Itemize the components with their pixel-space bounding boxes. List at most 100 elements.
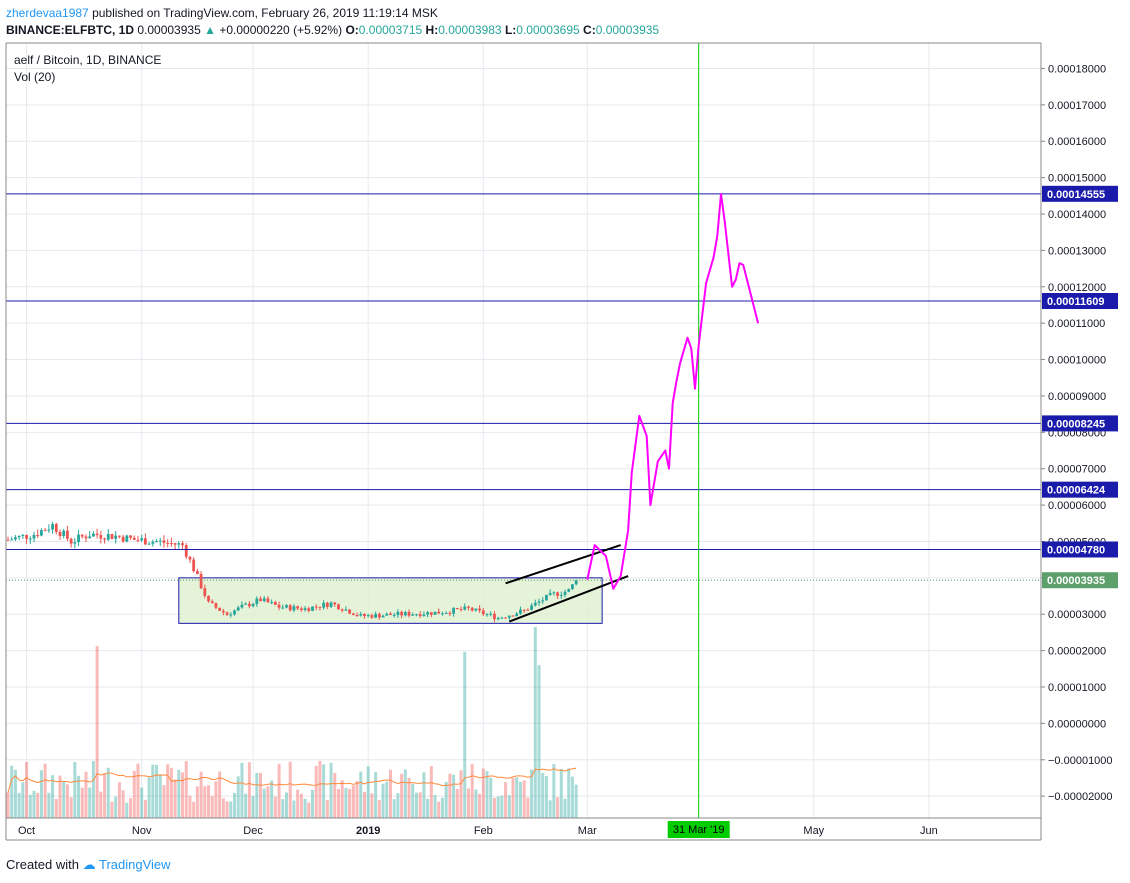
candle (262, 596, 266, 603)
candle (385, 612, 389, 616)
candle (411, 612, 415, 616)
volume-bar (492, 797, 496, 818)
candle (496, 616, 500, 621)
tradingview-brand[interactable]: TradingView (99, 857, 171, 872)
candle-body (162, 540, 166, 543)
candle-body (62, 530, 66, 536)
candle (455, 608, 459, 610)
candle-body (318, 606, 322, 608)
volume-bar (400, 773, 404, 818)
volume-bar (481, 768, 485, 818)
candle (359, 611, 363, 617)
candle (132, 535, 136, 540)
volume-bar (84, 771, 88, 818)
candle (54, 522, 58, 535)
candle (214, 602, 218, 610)
candle-body (363, 613, 366, 617)
candle (40, 528, 43, 537)
volume-bar (225, 801, 229, 818)
current-price-label: 0.00003935 (1047, 575, 1105, 587)
candle (314, 604, 318, 611)
volume-bar (314, 765, 318, 818)
candle-body (125, 535, 129, 542)
candle (556, 591, 559, 600)
candle-body (455, 608, 459, 610)
volume-bar (259, 772, 263, 818)
candle (218, 607, 222, 612)
volume-bar (455, 789, 459, 818)
candle-body (28, 538, 32, 540)
candle-body (504, 617, 507, 619)
grid (6, 43, 1041, 818)
consolidation-box[interactable] (178, 577, 603, 624)
candle (485, 613, 489, 617)
price-tick-label: 0.00000000 (1048, 718, 1106, 730)
volume-bar (136, 763, 140, 818)
ohlc-line: BINANCE:ELFBTC, 1D 0.00003935 ▲ +0.00000… (6, 22, 659, 39)
price-tick-label: 0.00016000 (1048, 136, 1106, 148)
candle (374, 611, 378, 619)
candle (533, 599, 537, 607)
candle-body (177, 543, 181, 545)
candle (351, 612, 355, 616)
candle-body (118, 535, 121, 537)
time-tick-label: Nov (132, 825, 152, 837)
volume-bar (336, 789, 340, 818)
candle-body (459, 608, 463, 610)
candle (62, 528, 66, 539)
candle-body (285, 605, 288, 608)
candle-body (73, 542, 77, 544)
volume-bar (199, 771, 203, 818)
candle (140, 534, 144, 542)
volume-bar (117, 782, 121, 818)
volume-bar (13, 769, 17, 818)
candle-body (255, 598, 259, 604)
candle-body (519, 609, 522, 614)
candle-body (563, 591, 567, 595)
candle (329, 601, 333, 609)
volume-bar (470, 763, 474, 818)
candle-body (481, 610, 485, 615)
volume-bar (88, 787, 92, 818)
candle-body (99, 535, 103, 539)
volume-bar (537, 665, 541, 818)
candle (333, 602, 337, 607)
price-tick-label: −0.00002000 (1048, 791, 1113, 803)
volume-bar (155, 764, 159, 818)
candle (166, 539, 170, 548)
candle (95, 528, 99, 539)
volume-bar (233, 792, 237, 818)
candle-body (247, 603, 251, 607)
candle-body (311, 606, 314, 611)
candle-body (500, 617, 504, 619)
created-with-text: Created with (6, 857, 79, 872)
candle (337, 603, 340, 610)
candle-body (403, 612, 407, 616)
candle-body (136, 539, 140, 541)
volume-bar (325, 800, 329, 818)
volume-bar (318, 760, 322, 818)
candle (537, 598, 541, 607)
candle (28, 536, 32, 545)
candle-body (407, 612, 411, 616)
drawings[interactable] (505, 43, 760, 818)
volume-bar (103, 773, 107, 818)
published-text: published on TradingView.com, February 2… (88, 6, 438, 20)
time-tick-label: 2019 (356, 825, 380, 837)
author-link[interactable]: zherdevaa1987 (6, 6, 89, 20)
candle-body (444, 612, 448, 614)
volume-bar (292, 800, 296, 818)
volume-bar (132, 770, 136, 818)
volume-bar (151, 764, 155, 818)
horizontal-levels[interactable] (6, 193, 1041, 581)
candle-body (95, 533, 99, 536)
candle-body (470, 607, 474, 611)
volume-bar (322, 764, 326, 818)
volume-bar (377, 799, 381, 818)
volume-bar (247, 762, 251, 818)
volume-bar (36, 792, 40, 818)
time-tick-label: Jun (920, 825, 938, 837)
candle (51, 521, 54, 534)
volume-bar (181, 772, 185, 818)
